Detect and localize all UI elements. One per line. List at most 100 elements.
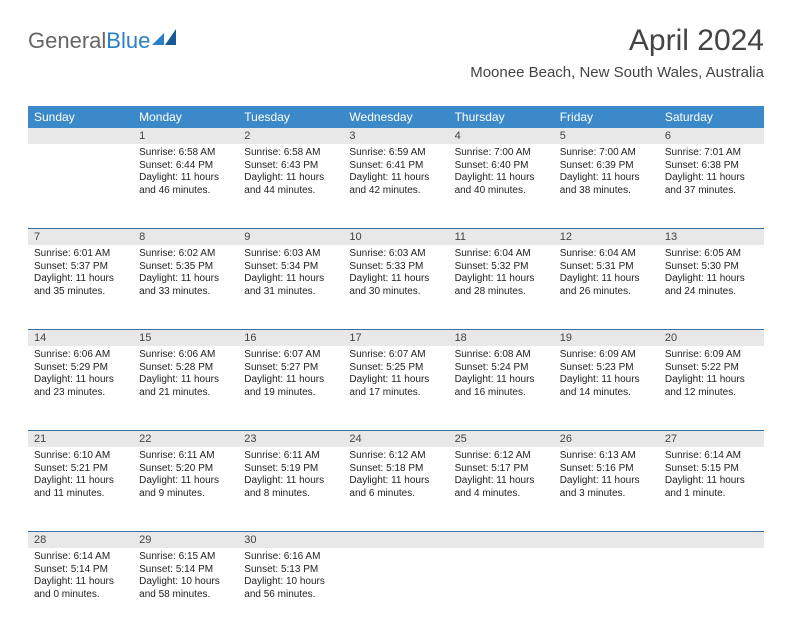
week-row: Sunrise: 6:10 AMSunset: 5:21 PMDaylight:… [28, 447, 764, 532]
sunset-text: Sunset: 5:19 PM [244, 463, 337, 476]
sunrise-text: Sunrise: 6:12 AM [455, 450, 548, 463]
day-number [28, 128, 133, 144]
day-cell: Sunrise: 6:09 AMSunset: 5:23 PMDaylight:… [554, 346, 659, 430]
week-row: Sunrise: 6:58 AMSunset: 6:44 PMDaylight:… [28, 144, 764, 229]
sunrise-text: Sunrise: 6:06 AM [34, 349, 127, 362]
day-number-row: 21222324252627 [28, 431, 764, 447]
daylight-text: Daylight: 11 hours and 0 minutes. [34, 576, 127, 601]
day-header: Sunday [28, 106, 133, 128]
sunset-text: Sunset: 5:21 PM [34, 463, 127, 476]
sunrise-text: Sunrise: 6:59 AM [349, 147, 442, 160]
week-row: Sunrise: 6:01 AMSunset: 5:37 PMDaylight:… [28, 245, 764, 330]
sunrise-text: Sunrise: 6:05 AM [665, 248, 758, 261]
sunset-text: Sunset: 5:30 PM [665, 261, 758, 274]
daylight-text: Daylight: 11 hours and 31 minutes. [244, 273, 337, 298]
day-cell [449, 548, 554, 632]
logo-text-1: General [28, 28, 106, 54]
day-header: Tuesday [238, 106, 343, 128]
daylight-text: Daylight: 11 hours and 11 minutes. [34, 475, 127, 500]
sunrise-text: Sunrise: 6:10 AM [34, 450, 127, 463]
sunset-text: Sunset: 5:20 PM [139, 463, 232, 476]
sunset-text: Sunset: 6:41 PM [349, 160, 442, 173]
sunrise-text: Sunrise: 6:13 AM [560, 450, 653, 463]
daylight-text: Daylight: 11 hours and 21 minutes. [139, 374, 232, 399]
day-number: 27 [659, 431, 764, 447]
sunrise-text: Sunrise: 6:04 AM [455, 248, 548, 261]
day-cell: Sunrise: 6:06 AMSunset: 5:28 PMDaylight:… [133, 346, 238, 430]
week-row: Sunrise: 6:14 AMSunset: 5:14 PMDaylight:… [28, 548, 764, 632]
daylight-text: Daylight: 10 hours and 58 minutes. [139, 576, 232, 601]
day-number: 21 [28, 431, 133, 447]
day-number: 20 [659, 330, 764, 346]
day-number-row: 123456 [28, 128, 764, 144]
sunrise-text: Sunrise: 7:00 AM [560, 147, 653, 160]
day-number-row: 282930 [28, 532, 764, 548]
daylight-text: Daylight: 11 hours and 46 minutes. [139, 172, 232, 197]
day-cell: Sunrise: 6:04 AMSunset: 5:31 PMDaylight:… [554, 245, 659, 329]
day-header-row: Sunday Monday Tuesday Wednesday Thursday… [28, 106, 764, 128]
day-number: 10 [343, 229, 448, 245]
day-number: 18 [449, 330, 554, 346]
sunrise-text: Sunrise: 6:15 AM [139, 551, 232, 564]
day-number-row: 78910111213 [28, 229, 764, 245]
sunrise-text: Sunrise: 6:03 AM [244, 248, 337, 261]
daylight-text: Daylight: 11 hours and 33 minutes. [139, 273, 232, 298]
day-number: 12 [554, 229, 659, 245]
sunset-text: Sunset: 5:27 PM [244, 362, 337, 375]
day-cell: Sunrise: 6:14 AMSunset: 5:15 PMDaylight:… [659, 447, 764, 531]
sunrise-text: Sunrise: 6:08 AM [455, 349, 548, 362]
daylight-text: Daylight: 11 hours and 28 minutes. [455, 273, 548, 298]
sunrise-text: Sunrise: 6:04 AM [560, 248, 653, 261]
sunset-text: Sunset: 5:35 PM [139, 261, 232, 274]
day-cell: Sunrise: 6:11 AMSunset: 5:19 PMDaylight:… [238, 447, 343, 531]
sunrise-text: Sunrise: 6:16 AM [244, 551, 337, 564]
sunset-text: Sunset: 5:31 PM [560, 261, 653, 274]
day-cell: Sunrise: 6:10 AMSunset: 5:21 PMDaylight:… [28, 447, 133, 531]
sunrise-text: Sunrise: 6:01 AM [34, 248, 127, 261]
daylight-text: Daylight: 11 hours and 19 minutes. [244, 374, 337, 399]
logo-text-2: Blue [106, 28, 150, 54]
sunrise-text: Sunrise: 6:09 AM [665, 349, 758, 362]
sunrise-text: Sunrise: 7:00 AM [455, 147, 548, 160]
daylight-text: Daylight: 11 hours and 14 minutes. [560, 374, 653, 399]
day-number: 16 [238, 330, 343, 346]
sunset-text: Sunset: 5:25 PM [349, 362, 442, 375]
sunset-text: Sunset: 6:38 PM [665, 160, 758, 173]
sunrise-text: Sunrise: 6:12 AM [349, 450, 442, 463]
daylight-text: Daylight: 11 hours and 23 minutes. [34, 374, 127, 399]
day-number: 14 [28, 330, 133, 346]
daylight-text: Daylight: 11 hours and 26 minutes. [560, 273, 653, 298]
day-number [343, 532, 448, 548]
sunset-text: Sunset: 5:14 PM [139, 564, 232, 577]
day-cell: Sunrise: 6:13 AMSunset: 5:16 PMDaylight:… [554, 447, 659, 531]
day-cell: Sunrise: 6:05 AMSunset: 5:30 PMDaylight:… [659, 245, 764, 329]
page-subtitle: Moonee Beach, New South Wales, Australia [470, 64, 764, 81]
day-number: 24 [343, 431, 448, 447]
daylight-text: Daylight: 11 hours and 40 minutes. [455, 172, 548, 197]
daylight-text: Daylight: 11 hours and 38 minutes. [560, 172, 653, 197]
day-cell: Sunrise: 6:11 AMSunset: 5:20 PMDaylight:… [133, 447, 238, 531]
day-number: 29 [133, 532, 238, 548]
sunrise-text: Sunrise: 6:58 AM [244, 147, 337, 160]
daylight-text: Daylight: 11 hours and 35 minutes. [34, 273, 127, 298]
day-number: 11 [449, 229, 554, 245]
day-cell: Sunrise: 6:16 AMSunset: 5:13 PMDaylight:… [238, 548, 343, 632]
day-cell [28, 144, 133, 228]
sunrise-text: Sunrise: 6:14 AM [665, 450, 758, 463]
daylight-text: Daylight: 11 hours and 44 minutes. [244, 172, 337, 197]
day-header: Wednesday [343, 106, 448, 128]
daylight-text: Daylight: 11 hours and 3 minutes. [560, 475, 653, 500]
sunset-text: Sunset: 5:23 PM [560, 362, 653, 375]
sunset-text: Sunset: 5:15 PM [665, 463, 758, 476]
daylight-text: Daylight: 11 hours and 16 minutes. [455, 374, 548, 399]
day-cell: Sunrise: 6:58 AMSunset: 6:43 PMDaylight:… [238, 144, 343, 228]
day-cell [343, 548, 448, 632]
day-cell [554, 548, 659, 632]
sunrise-text: Sunrise: 6:09 AM [560, 349, 653, 362]
daylight-text: Daylight: 10 hours and 56 minutes. [244, 576, 337, 601]
day-number: 6 [659, 128, 764, 144]
sunrise-text: Sunrise: 6:11 AM [244, 450, 337, 463]
sunset-text: Sunset: 5:33 PM [349, 261, 442, 274]
header: April 2024 Moonee Beach, New South Wales… [470, 24, 764, 81]
daylight-text: Daylight: 11 hours and 4 minutes. [455, 475, 548, 500]
